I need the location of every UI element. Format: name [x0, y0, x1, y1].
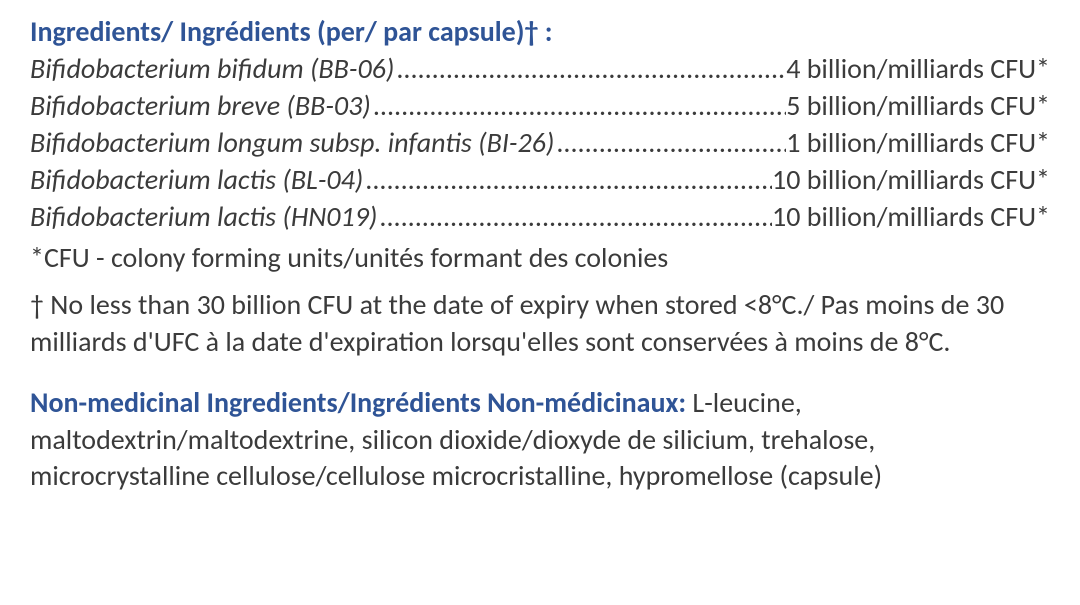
- ingredient-row: Bifidobacterium lactis (BL-04) .........…: [30, 162, 1050, 199]
- ingredient-name: Bifidobacterium breve (BB-03): [30, 88, 371, 125]
- ingredient-row: Bifidobacterium breve (BB-03) ..........…: [30, 88, 1050, 125]
- ingredient-amount: 10 billion/milliards CFU*: [772, 162, 1050, 199]
- ingredient-name: Bifidobacterium longum subsp. infantis (…: [30, 125, 554, 162]
- ingredient-name: Bifidobacterium bifidum (BB-06): [30, 51, 394, 88]
- ingredient-row: Bifidobacterium bifidum (BB-06) ........…: [30, 51, 1050, 88]
- ingredient-name: Bifidobacterium lactis (BL-04): [30, 162, 363, 199]
- ingredients-list: Bifidobacterium bifidum (BB-06) ........…: [30, 51, 1050, 236]
- spacer: [30, 361, 1050, 385]
- ingredient-name: Bifidobacterium lactis (HN019): [30, 199, 377, 236]
- ingredient-amount: 5 billion/milliards CFU*: [786, 88, 1050, 125]
- nonmedicinal-block: Non-medicinal Ingredients/Ingrédients No…: [30, 385, 1050, 496]
- leader-dots: ........................................…: [371, 88, 786, 125]
- footnote-cfu: *CFU - colony forming units/unités forma…: [30, 240, 1050, 277]
- ingredient-row: Bifidobacterium longum subsp. infantis (…: [30, 125, 1050, 162]
- leader-dots: ........................................…: [554, 125, 786, 162]
- ingredient-amount: 1 billion/milliards CFU*: [786, 125, 1050, 162]
- ingredient-row: Bifidobacterium lactis (HN019) .........…: [30, 199, 1050, 236]
- leader-dots: ........................................…: [394, 51, 786, 88]
- ingredients-heading: Ingredients/ Ingrédients (per/ par capsu…: [30, 14, 1050, 51]
- spacer: [30, 277, 1050, 287]
- nonmedicinal-heading: Non-medicinal Ingredients/Ingrédients No…: [30, 385, 686, 420]
- ingredient-amount: 10 billion/milliards CFU*: [772, 199, 1050, 236]
- leader-dots: ........................................…: [363, 162, 772, 199]
- label-panel: Ingredients/ Ingrédients (per/ par capsu…: [0, 0, 1080, 605]
- footnote-dagger: † No less than 30 billion CFU at the dat…: [30, 287, 1050, 361]
- leader-dots: ........................................…: [377, 199, 772, 236]
- ingredient-amount: 4 billion/milliards CFU*: [786, 51, 1050, 88]
